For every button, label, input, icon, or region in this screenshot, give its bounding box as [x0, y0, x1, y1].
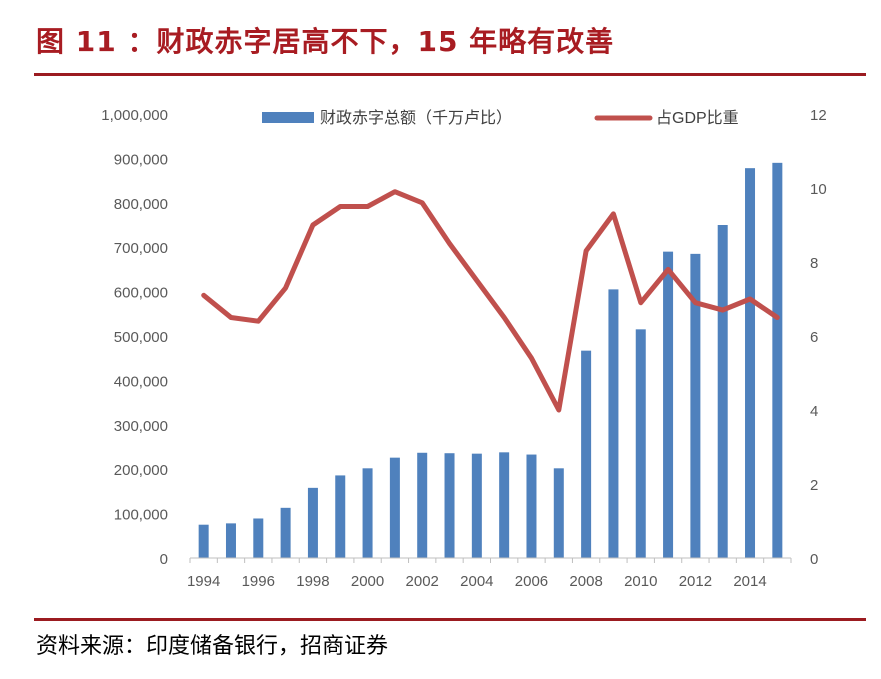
x-tick-label: 2010 — [624, 573, 657, 590]
footer-divider — [34, 618, 866, 621]
y-left-tick-label: 0 — [160, 551, 168, 568]
x-tick-label: 1996 — [242, 573, 275, 590]
bar-2001 — [389, 457, 400, 558]
x-tick-label: 2006 — [515, 573, 548, 590]
bar-2002 — [417, 452, 428, 558]
y-left-tick-label: 900,000 — [114, 151, 168, 168]
x-tick-label: 2008 — [569, 573, 602, 590]
figure-title: 图 11 ：财政赤字居高不下，15 年略有改善 — [36, 25, 615, 58]
y-right-tick-label: 0 — [810, 551, 818, 568]
chart-legend: 财政赤字总额（千万卢比） 占GDP比重 — [262, 109, 739, 127]
bar-1995 — [225, 523, 236, 558]
bar-1996 — [253, 518, 264, 558]
bar-2008 — [581, 350, 592, 558]
y-left-tick-label: 600,000 — [114, 285, 168, 302]
y-left-tick-label: 100,000 — [114, 507, 168, 524]
bar-2012 — [690, 253, 701, 559]
y-left-tick-label: 1,000,000 — [101, 107, 168, 124]
bar-2000 — [362, 468, 373, 558]
legend-bar-swatch — [262, 112, 314, 123]
x-tick-label: 2000 — [351, 573, 384, 590]
y-right-tick-label: 6 — [810, 329, 818, 346]
chart-axes: 1994 1996 1998 2000 2002 2004 2006 2008 2010 2012… — [101, 107, 826, 590]
y-left-tick-label: 400,000 — [114, 373, 168, 390]
source-note: 资料来源：印度储备银行，招商证券 — [36, 634, 389, 659]
y-left-tick-label: 800,000 — [114, 196, 168, 213]
legend-bar-label: 财政赤字总额（千万卢比） — [320, 109, 512, 127]
bar-2004 — [471, 453, 482, 558]
x-tick-label: 2004 — [460, 573, 493, 590]
y-right-tick-label: 4 — [810, 403, 818, 420]
bar-2009 — [608, 289, 619, 558]
title-divider — [34, 73, 866, 76]
x-tick-label: 2002 — [406, 573, 439, 590]
bar-series — [198, 162, 783, 559]
bar-2010 — [635, 329, 646, 558]
y-left-tick-label: 300,000 — [114, 418, 168, 435]
legend-line-label: 占GDP比重 — [656, 109, 739, 127]
y-right-tick-label: 2 — [810, 477, 818, 494]
y-left-tick-label: 500,000 — [114, 329, 168, 346]
x-tick-label: 1994 — [187, 573, 220, 590]
bar-1994 — [198, 524, 209, 558]
bar-2005 — [499, 452, 510, 558]
gdp-share-line — [201, 189, 780, 413]
bar-1998 — [307, 487, 318, 558]
bar-1997 — [280, 507, 291, 558]
y-left-tick-label: 200,000 — [114, 462, 168, 479]
x-tick-label: 1998 — [296, 573, 329, 590]
y-right-tick-label: 12 — [810, 107, 827, 124]
bar-2011 — [663, 251, 674, 558]
bar-2003 — [444, 453, 455, 558]
bar-2013 — [717, 225, 728, 558]
bar-2014 — [745, 168, 756, 558]
bar-1999 — [335, 475, 346, 558]
y-left-tick-label: 700,000 — [114, 240, 168, 257]
y-right-tick-label: 10 — [810, 181, 827, 198]
bar-2015 — [772, 162, 783, 558]
y-right-tick-label: 8 — [810, 255, 818, 272]
bar-2006 — [526, 454, 537, 558]
line-series — [201, 189, 780, 413]
x-tick-label: 2012 — [679, 573, 712, 590]
bar-2007 — [553, 468, 564, 558]
x-tick-label: 2014 — [733, 573, 766, 590]
